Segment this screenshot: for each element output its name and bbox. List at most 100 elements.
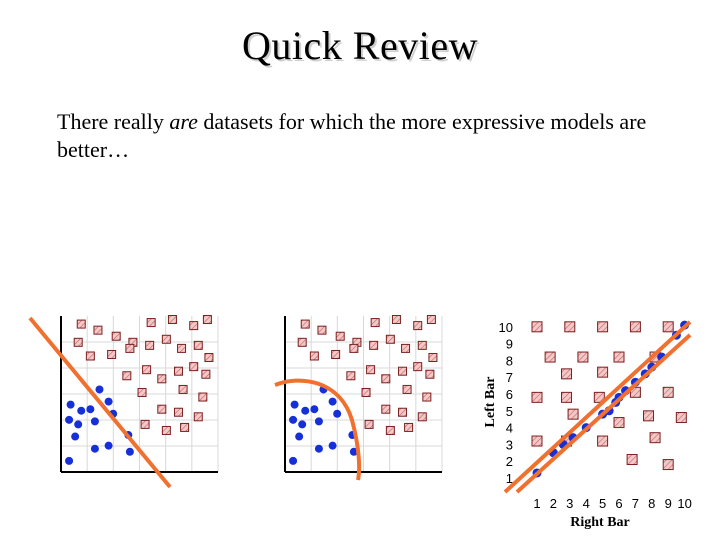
- chart1-square-point: [73, 337, 83, 347]
- chart3-x-tick: 3: [566, 496, 573, 511]
- chart1-dot-point: [104, 397, 113, 406]
- chart2-square-point: [428, 353, 438, 363]
- chart2-dot-point: [289, 456, 298, 465]
- chart1-square-point: [189, 321, 199, 331]
- chart2-square-point: [398, 407, 408, 417]
- chart3-square-point: [629, 321, 641, 333]
- chart2-square-point: [381, 374, 391, 384]
- chart3-x-tick-labels: 1 2 3 4 5 6 7 8 9 10: [533, 496, 691, 511]
- chart3-y-tick: 8: [506, 353, 513, 368]
- chart3-x-tick: 1: [533, 496, 540, 511]
- chart2-dot-point: [290, 400, 299, 409]
- chart3-square-point: [531, 435, 543, 447]
- chart2-dot-point: [328, 441, 337, 450]
- chart3-square-point: [597, 435, 609, 447]
- chart2-dot-point: [333, 409, 342, 418]
- chart3-y-axis-title: Left Bar: [483, 377, 498, 428]
- body-text-part2: datasets for which the more expressive m…: [57, 109, 647, 162]
- chart1-square-point: [177, 343, 187, 353]
- chart3-x-tick: 9: [665, 496, 672, 511]
- chart1-square-point: [189, 362, 199, 372]
- chart3-square-point: [662, 386, 674, 398]
- chart3-square-point: [597, 366, 609, 378]
- chart3-y-tick: 4: [506, 421, 513, 436]
- chart3-upper-boundary: [503, 320, 692, 494]
- chart1-dot-point: [90, 444, 99, 453]
- chart3-square-point: [544, 351, 556, 363]
- chart2-square-point: [398, 366, 408, 376]
- chart1-square-point: [146, 318, 156, 328]
- chart2-curved-boundary: [274, 378, 362, 481]
- chart2-dot-point: [298, 420, 307, 429]
- chart3-square-point: [561, 391, 573, 403]
- chart2-square-point: [309, 351, 319, 361]
- chart2-points: [289, 315, 438, 465]
- chart3-y-tick: 1: [506, 471, 513, 486]
- chart3-square-point: [531, 321, 543, 333]
- chart2-square-point: [417, 412, 427, 422]
- chart3-y-tick: 5: [506, 404, 513, 419]
- chart2-square-point: [385, 334, 395, 344]
- chart2-square-point: [413, 321, 423, 331]
- chart1-dot-point: [66, 400, 75, 409]
- chart3-y-tick: 7: [506, 370, 513, 385]
- chart3-x-tick: 2: [550, 496, 557, 511]
- chart3-square-point: [662, 459, 674, 471]
- chart3-square-point: [561, 368, 573, 380]
- chart1-square-point: [157, 374, 167, 384]
- chart1-square-point: [204, 353, 214, 363]
- body-text-emphasis: are: [169, 109, 198, 134]
- chart2-dot-point: [289, 415, 298, 424]
- chart1-square-point: [161, 425, 171, 435]
- chart3-square-point: [649, 432, 661, 444]
- chart1-square-point: [167, 315, 177, 325]
- chart1-square-point: [202, 315, 212, 325]
- chart2-dot-point: [314, 417, 323, 426]
- chart1-dot-point: [86, 405, 95, 414]
- chart1-square-point: [145, 340, 155, 350]
- chart2-square-point: [297, 337, 307, 347]
- chart1-square-point: [198, 392, 208, 402]
- chart1-dot-point: [71, 432, 80, 441]
- chart1-dot-point: [65, 456, 74, 465]
- chart1-square-point: [157, 404, 167, 414]
- chart2-dot-point: [328, 397, 337, 406]
- chart3-x-tick: 8: [648, 496, 655, 511]
- chart1-square-point: [137, 387, 147, 397]
- chart2-square-point: [335, 331, 345, 341]
- chart2-square-point: [385, 425, 395, 435]
- chart2-dot-point: [310, 405, 319, 414]
- chart3-y-tick: 2: [506, 454, 513, 469]
- chart2-square-point: [346, 371, 356, 381]
- chart2-square-point: [404, 422, 414, 432]
- curved-boundary-scatter: [274, 315, 443, 481]
- chart1-square-point: [111, 331, 121, 341]
- chart1-linear-boundary: [28, 316, 172, 489]
- chart3-square-point: [593, 391, 605, 403]
- chart1-square-point: [140, 419, 150, 429]
- chart2-square-point: [349, 343, 359, 353]
- linear-boundary-scatter: [28, 315, 219, 489]
- chart2-square-point: [370, 318, 380, 328]
- chart3-square-point: [577, 351, 589, 363]
- chart2-dot-point: [295, 432, 304, 441]
- chart1-square-point: [93, 325, 103, 335]
- chart1-dot-point: [104, 441, 113, 450]
- chart2-square-point: [401, 343, 411, 353]
- chart3-x-tick: 4: [583, 496, 590, 511]
- chart1-dot-point: [77, 406, 86, 415]
- chart1-dot-point: [65, 415, 74, 424]
- chart2-square-point: [366, 365, 376, 375]
- chart2-square-point: [369, 340, 379, 350]
- chart2-square-point: [317, 325, 327, 335]
- chart1-square-point: [161, 334, 171, 344]
- chart2-square-point: [331, 349, 341, 359]
- chart1-dot-point: [95, 385, 104, 394]
- chart2-dot-point: [349, 447, 358, 456]
- chart1-square-point: [178, 384, 188, 394]
- chart2-square-point: [391, 315, 401, 325]
- chart1-square-point: [142, 365, 152, 375]
- chart1-square-point: [174, 407, 184, 417]
- chart3-y-tick: 3: [506, 437, 513, 452]
